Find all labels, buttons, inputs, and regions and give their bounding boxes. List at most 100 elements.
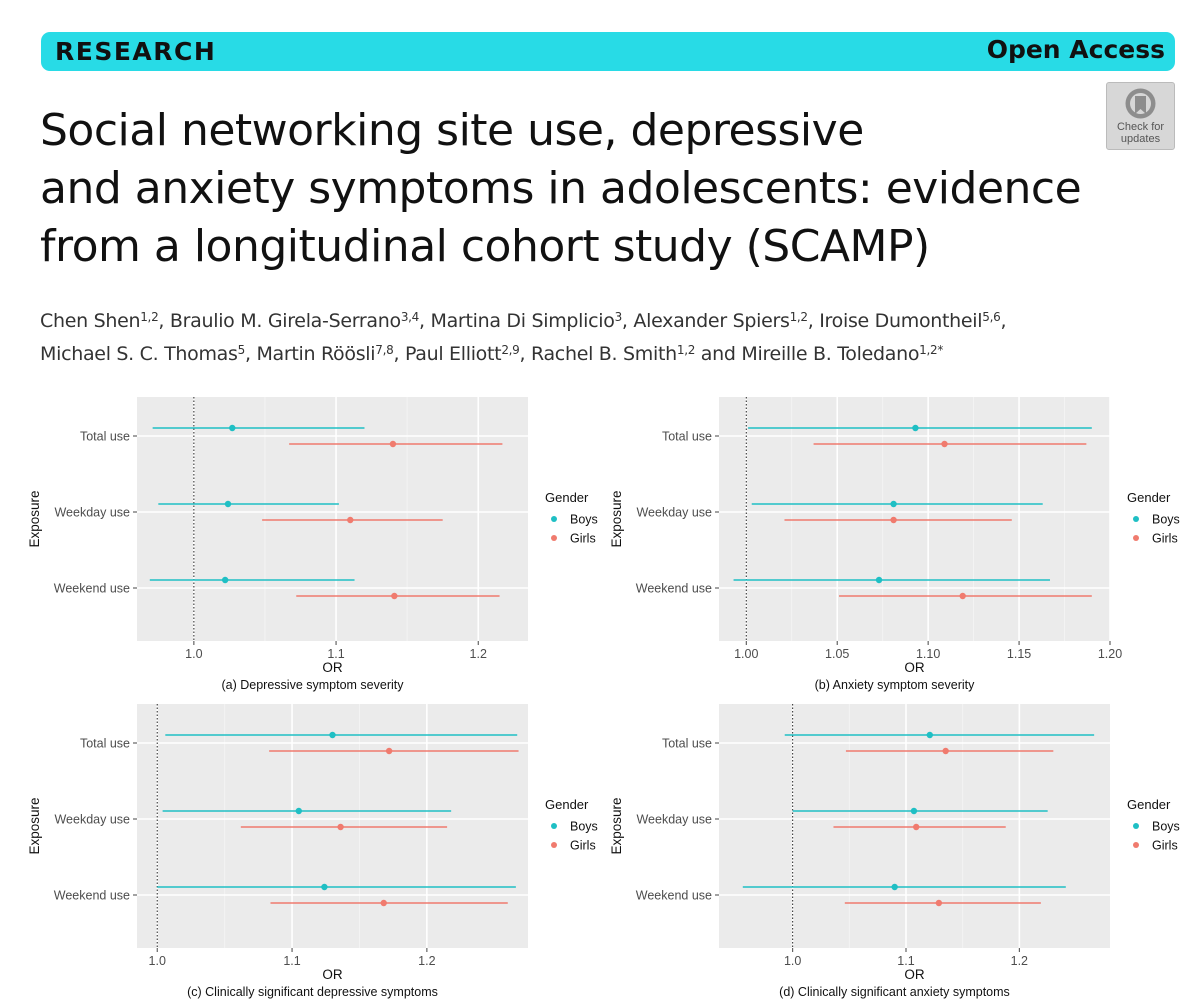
affiliation-marker[interactable]: 5,6: [982, 310, 1001, 324]
point-estimate: [935, 899, 943, 907]
x-axis-title: OR: [904, 967, 925, 982]
figure-caption: (c) Clinically significant depressive sy…: [187, 985, 438, 999]
author-list: Chen Shen1,2, Braulio M. Girela-Serrano3…: [40, 305, 1180, 371]
legend-title: Gender: [1127, 490, 1171, 505]
category-label: Total use: [80, 430, 130, 444]
category-label: Total use: [80, 737, 130, 751]
point-estimate: [389, 440, 397, 448]
author-line: Chen Shen1,2, Braulio M. Girela-Serrano3…: [40, 305, 1180, 338]
point-estimate: [329, 731, 336, 739]
affiliation-marker[interactable]: 7,8: [375, 343, 394, 357]
point-estimate: [912, 424, 919, 432]
open-access-label[interactable]: Open Access: [986, 35, 1165, 64]
x-tick-label: 1.1: [897, 954, 914, 968]
x-tick-label: 1.0: [185, 647, 202, 661]
x-tick-label: 1.0: [784, 954, 801, 968]
point-estimate: [913, 823, 920, 831]
forest-plot-d: 1.0 1.1 1.2 Total use Weekday use Weekend use…: [609, 704, 1180, 999]
check-for-updates-icon: [1125, 88, 1156, 119]
badge-text: Check for updates: [1116, 121, 1165, 145]
point-estimate: [942, 747, 949, 755]
affiliation-marker[interactable]: 5: [237, 343, 246, 357]
check-for-updates-badge[interactable]: Check for updates: [1106, 82, 1175, 150]
author-separator: ,: [1000, 310, 1007, 332]
plot-background: [719, 397, 1110, 641]
legend-key: [551, 516, 557, 522]
affiliation-marker[interactable]: 3: [614, 310, 623, 324]
author-separator: and: [695, 343, 742, 365]
plot-background: [137, 397, 528, 641]
legend-title: Gender: [545, 797, 589, 812]
x-tick-label: 1.10: [916, 647, 940, 661]
y-axis-title: Exposure: [609, 490, 624, 547]
point-estimate: [890, 500, 897, 508]
author-name[interactable]: Michael S. C. Thomas: [40, 343, 238, 365]
x-tick-label: 1.1: [327, 647, 344, 661]
author-name[interactable]: Alexander Spiers: [633, 310, 790, 332]
article-title: Social networking site use, depressive a…: [40, 102, 1170, 276]
x-axis-title: OR: [904, 660, 925, 675]
point-estimate: [391, 592, 398, 600]
title-line: Social networking site use, depressive: [40, 105, 864, 156]
affiliation-marker[interactable]: 1,2: [676, 343, 696, 357]
legend-label: Boys: [1152, 820, 1180, 834]
author-separator: ,: [244, 343, 257, 365]
legend-key: [1133, 516, 1139, 522]
x-tick-label: 1.0: [149, 954, 166, 968]
x-tick-label: 1.2: [470, 647, 487, 661]
category-label: Total use: [662, 737, 712, 751]
point-estimate: [380, 899, 387, 907]
figure-caption: (a) Depressive symptom severity: [222, 678, 405, 692]
affiliation-marker[interactable]: 2,9: [501, 343, 520, 357]
affiliation-marker[interactable]: 1,2: [140, 310, 159, 324]
x-tick-label: 1.20: [1098, 647, 1122, 661]
author-name[interactable]: Mireille B. Toledano: [741, 343, 920, 365]
point-estimate: [385, 747, 393, 755]
author-name[interactable]: Martin Röösli: [256, 343, 376, 365]
figure-caption: (d) Clinically significant anxiety sympt…: [779, 985, 1010, 999]
title-line: and anxiety symptoms in adolescents: evi…: [40, 163, 1082, 214]
x-tick-label: 1.05: [825, 647, 849, 661]
author-name[interactable]: Braulio M. Girela-Serrano: [169, 310, 401, 332]
affiliation-marker[interactable]: 1,2: [789, 310, 808, 324]
author-name[interactable]: Chen Shen: [40, 310, 141, 332]
legend-key: [551, 842, 557, 848]
point-estimate: [229, 424, 236, 432]
author-separator: ,: [807, 310, 820, 332]
forest-plot-c: 1.0 1.1 1.2 Total use Weekday use Weekend use…: [27, 704, 598, 999]
x-tick-label: 1.2: [418, 954, 435, 968]
affiliation-marker[interactable]: 1,2*: [919, 343, 944, 357]
category-label: Weekday use: [636, 506, 712, 520]
category-label: Weekend use: [636, 582, 712, 596]
author-separator: ,: [393, 343, 405, 365]
affiliation-marker[interactable]: 3,4: [400, 310, 420, 324]
x-tick-label: 1.2: [1011, 954, 1028, 968]
legend-key: [1133, 535, 1139, 541]
legend-label: Boys: [1152, 513, 1180, 527]
category-label: Weekend use: [636, 889, 712, 903]
category-label: Weekday use: [636, 813, 712, 827]
point-estimate: [875, 576, 883, 584]
figure-caption: (b) Anxiety symptom severity: [815, 678, 976, 692]
x-tick-label: 1.1: [283, 954, 300, 968]
legend-label: Boys: [570, 820, 598, 834]
author-name[interactable]: Paul Elliott: [404, 343, 502, 365]
point-estimate: [959, 592, 966, 600]
title-line: from a longitudinal cohort study (SCAMP): [40, 221, 930, 272]
author-line: Michael S. C. Thomas5, Martin Röösli7,8,…: [40, 338, 1180, 371]
legend-label: Girls: [1152, 532, 1178, 546]
point-estimate: [941, 440, 948, 448]
x-tick-label: 1.00: [734, 647, 758, 661]
legend-key: [551, 823, 557, 829]
legend-key: [1133, 823, 1139, 829]
forest-plot-b: 1.00 1.05 1.10 1.15 1.20 Total use Weekday use…: [609, 397, 1180, 692]
author-name[interactable]: Martina Di Simplicio: [430, 310, 615, 332]
legend-label: Girls: [1152, 839, 1178, 853]
category-label: Weekday use: [54, 813, 130, 827]
plot-background: [137, 704, 528, 948]
author-separator: ,: [419, 310, 431, 332]
author-name[interactable]: Iroise Dumontheil: [819, 310, 983, 332]
author-name[interactable]: Rachel B. Smith: [530, 343, 677, 365]
legend-title: Gender: [1127, 797, 1171, 812]
category-label: Weekend use: [54, 582, 130, 596]
